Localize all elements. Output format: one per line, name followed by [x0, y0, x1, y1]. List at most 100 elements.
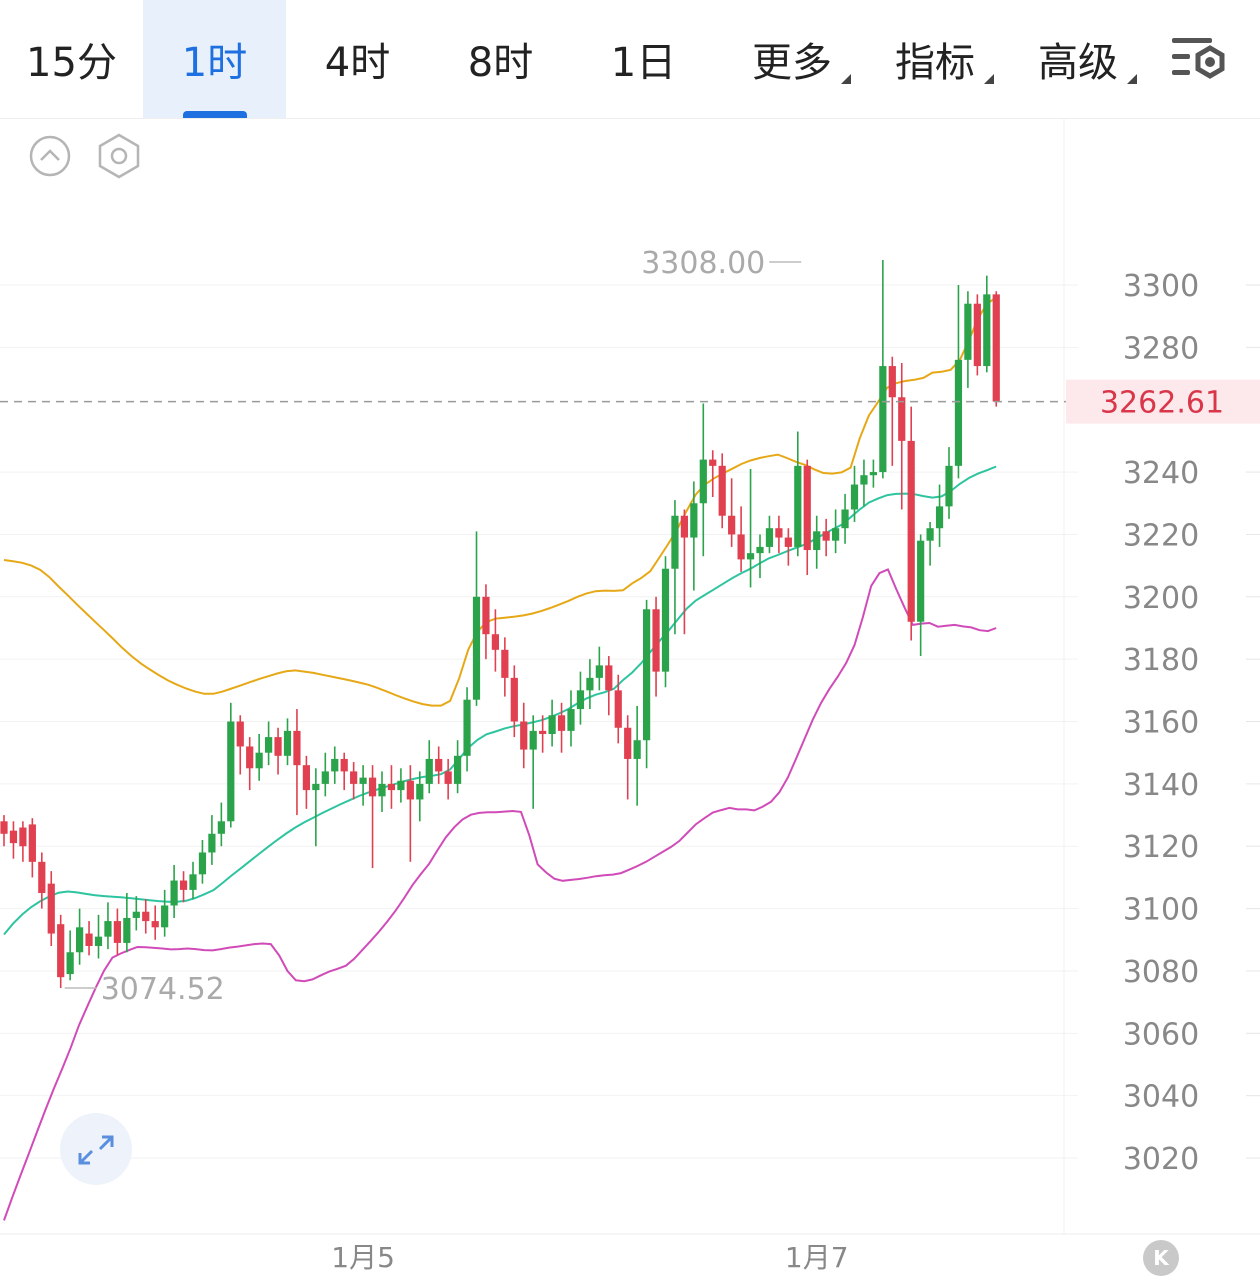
candle-down	[680, 515, 688, 538]
y-tick-label: 3080	[1123, 955, 1199, 990]
candle-down	[557, 715, 566, 731]
tab-indicators-label: 指标	[895, 40, 975, 86]
indicator-settings-button[interactable]	[96, 132, 142, 180]
candle-down	[737, 534, 745, 560]
current-price-label: 3262.61	[1100, 386, 1224, 421]
candle-up	[217, 821, 225, 834]
candle-down	[19, 827, 27, 847]
candle-up	[331, 758, 339, 772]
tab-more[interactable]: 更多	[733, 0, 851, 118]
candle-down	[274, 737, 282, 756]
candle-up	[198, 852, 207, 875]
candle-down	[709, 459, 717, 466]
candle-up	[227, 721, 235, 822]
svg-text:K: K	[1153, 1246, 1170, 1270]
tab-1day[interactable]: 1日	[572, 0, 715, 118]
candle-down	[605, 665, 613, 691]
tab-advanced[interactable]: 高级	[1019, 0, 1137, 118]
low-price-label: 3074.52	[101, 972, 225, 1007]
candle-down	[652, 609, 660, 672]
candle-down	[775, 528, 783, 538]
candle-up	[378, 783, 386, 797]
tab-1hour-label: 1时	[181, 40, 248, 86]
tab-indicators[interactable]: 指标	[876, 0, 994, 118]
candle-up	[576, 690, 585, 710]
candles-group	[0, 260, 1000, 989]
candle-up	[265, 737, 273, 753]
candle-down	[85, 933, 93, 947]
candle-up	[690, 503, 698, 538]
candle-up	[397, 780, 405, 791]
candle-up	[189, 874, 197, 890]
y-tick-label: 3140	[1123, 768, 1199, 803]
tab-15min-label: 15分	[26, 40, 117, 86]
kline-mode-button[interactable]: K	[1142, 1239, 1180, 1277]
fullscreen-expand-button[interactable]	[58, 1111, 134, 1187]
candle-down	[624, 727, 632, 759]
candle-down	[614, 690, 622, 728]
candle-down	[236, 721, 244, 747]
candle-up	[123, 917, 131, 943]
y-tick-label: 3200	[1123, 581, 1199, 616]
y-tick-label: 3160	[1123, 706, 1199, 741]
candle-up	[76, 927, 84, 953]
bollinger-bands	[3, 296, 997, 1221]
band-line-middle	[3, 465, 997, 936]
tab-15min[interactable]: 15分	[0, 0, 143, 118]
fullscreen-expand-icon	[60, 1113, 132, 1185]
candle-down	[784, 537, 792, 547]
candle-up	[746, 553, 755, 560]
candle-down	[28, 824, 36, 862]
candle-up	[983, 294, 991, 367]
high-price-label: 3308.00	[641, 246, 765, 281]
x-tick-label: 1月5	[331, 1241, 395, 1274]
candle-down	[387, 783, 396, 791]
chart-settings-icon[interactable]	[1168, 34, 1232, 86]
candle-up	[283, 730, 292, 756]
y-tick-label: 3020	[1123, 1142, 1199, 1177]
candle-up	[860, 475, 868, 485]
x-axis: 1月5 1月7	[331, 1241, 848, 1274]
candle-up	[255, 752, 263, 769]
y-tick-label: 3180	[1123, 643, 1199, 678]
y-tick-label: 3300	[1123, 269, 1199, 304]
candle-up	[595, 665, 603, 678]
annotations-group: 3262.61 3308.00 3074.52	[0, 246, 1260, 1007]
tab-1hour[interactable]: 1时	[143, 0, 286, 118]
y-tick-label: 3280	[1123, 331, 1199, 366]
candle-down	[491, 634, 499, 650]
candle-up	[416, 783, 424, 800]
candle-up	[463, 699, 471, 756]
collapse-button[interactable]	[28, 134, 72, 178]
candle-up	[104, 921, 112, 937]
candle-up	[794, 465, 802, 547]
candle-up	[94, 936, 103, 947]
candle-down	[718, 465, 726, 516]
candle-down	[444, 771, 452, 784]
candle-up	[633, 740, 641, 759]
tab-4hour[interactable]: 4时	[286, 0, 429, 118]
candle-up	[879, 366, 887, 473]
candle-down	[539, 730, 547, 734]
candle-down	[151, 921, 159, 928]
candle-down	[0, 821, 8, 834]
y-tick-label: 3100	[1123, 893, 1199, 928]
tab-8hour[interactable]: 8时	[429, 0, 572, 118]
band-line-lower	[3, 568, 997, 1221]
chart-area[interactable]: 3262.61 3308.00 3074.52 3300 3280 3240 3220 32…	[0, 119, 1260, 1277]
grid-lines	[0, 119, 1260, 1235]
candle-down	[973, 303, 981, 367]
candle-up	[964, 303, 972, 360]
k-icon: K	[1143, 1240, 1179, 1276]
y-axis: 3300 3280 3240 3220 3200 3180 3160 3140 3120 3100…	[1123, 269, 1199, 1177]
candle-up	[472, 596, 481, 700]
candle-down	[510, 677, 518, 722]
dropdown-triangle-icon	[1127, 74, 1137, 84]
candle-up	[813, 531, 821, 551]
candle-down	[9, 830, 18, 844]
dropdown-triangle-icon	[841, 74, 851, 84]
candle-up	[935, 506, 944, 529]
chevron-up-icon	[29, 135, 71, 177]
candle-up	[170, 880, 178, 906]
